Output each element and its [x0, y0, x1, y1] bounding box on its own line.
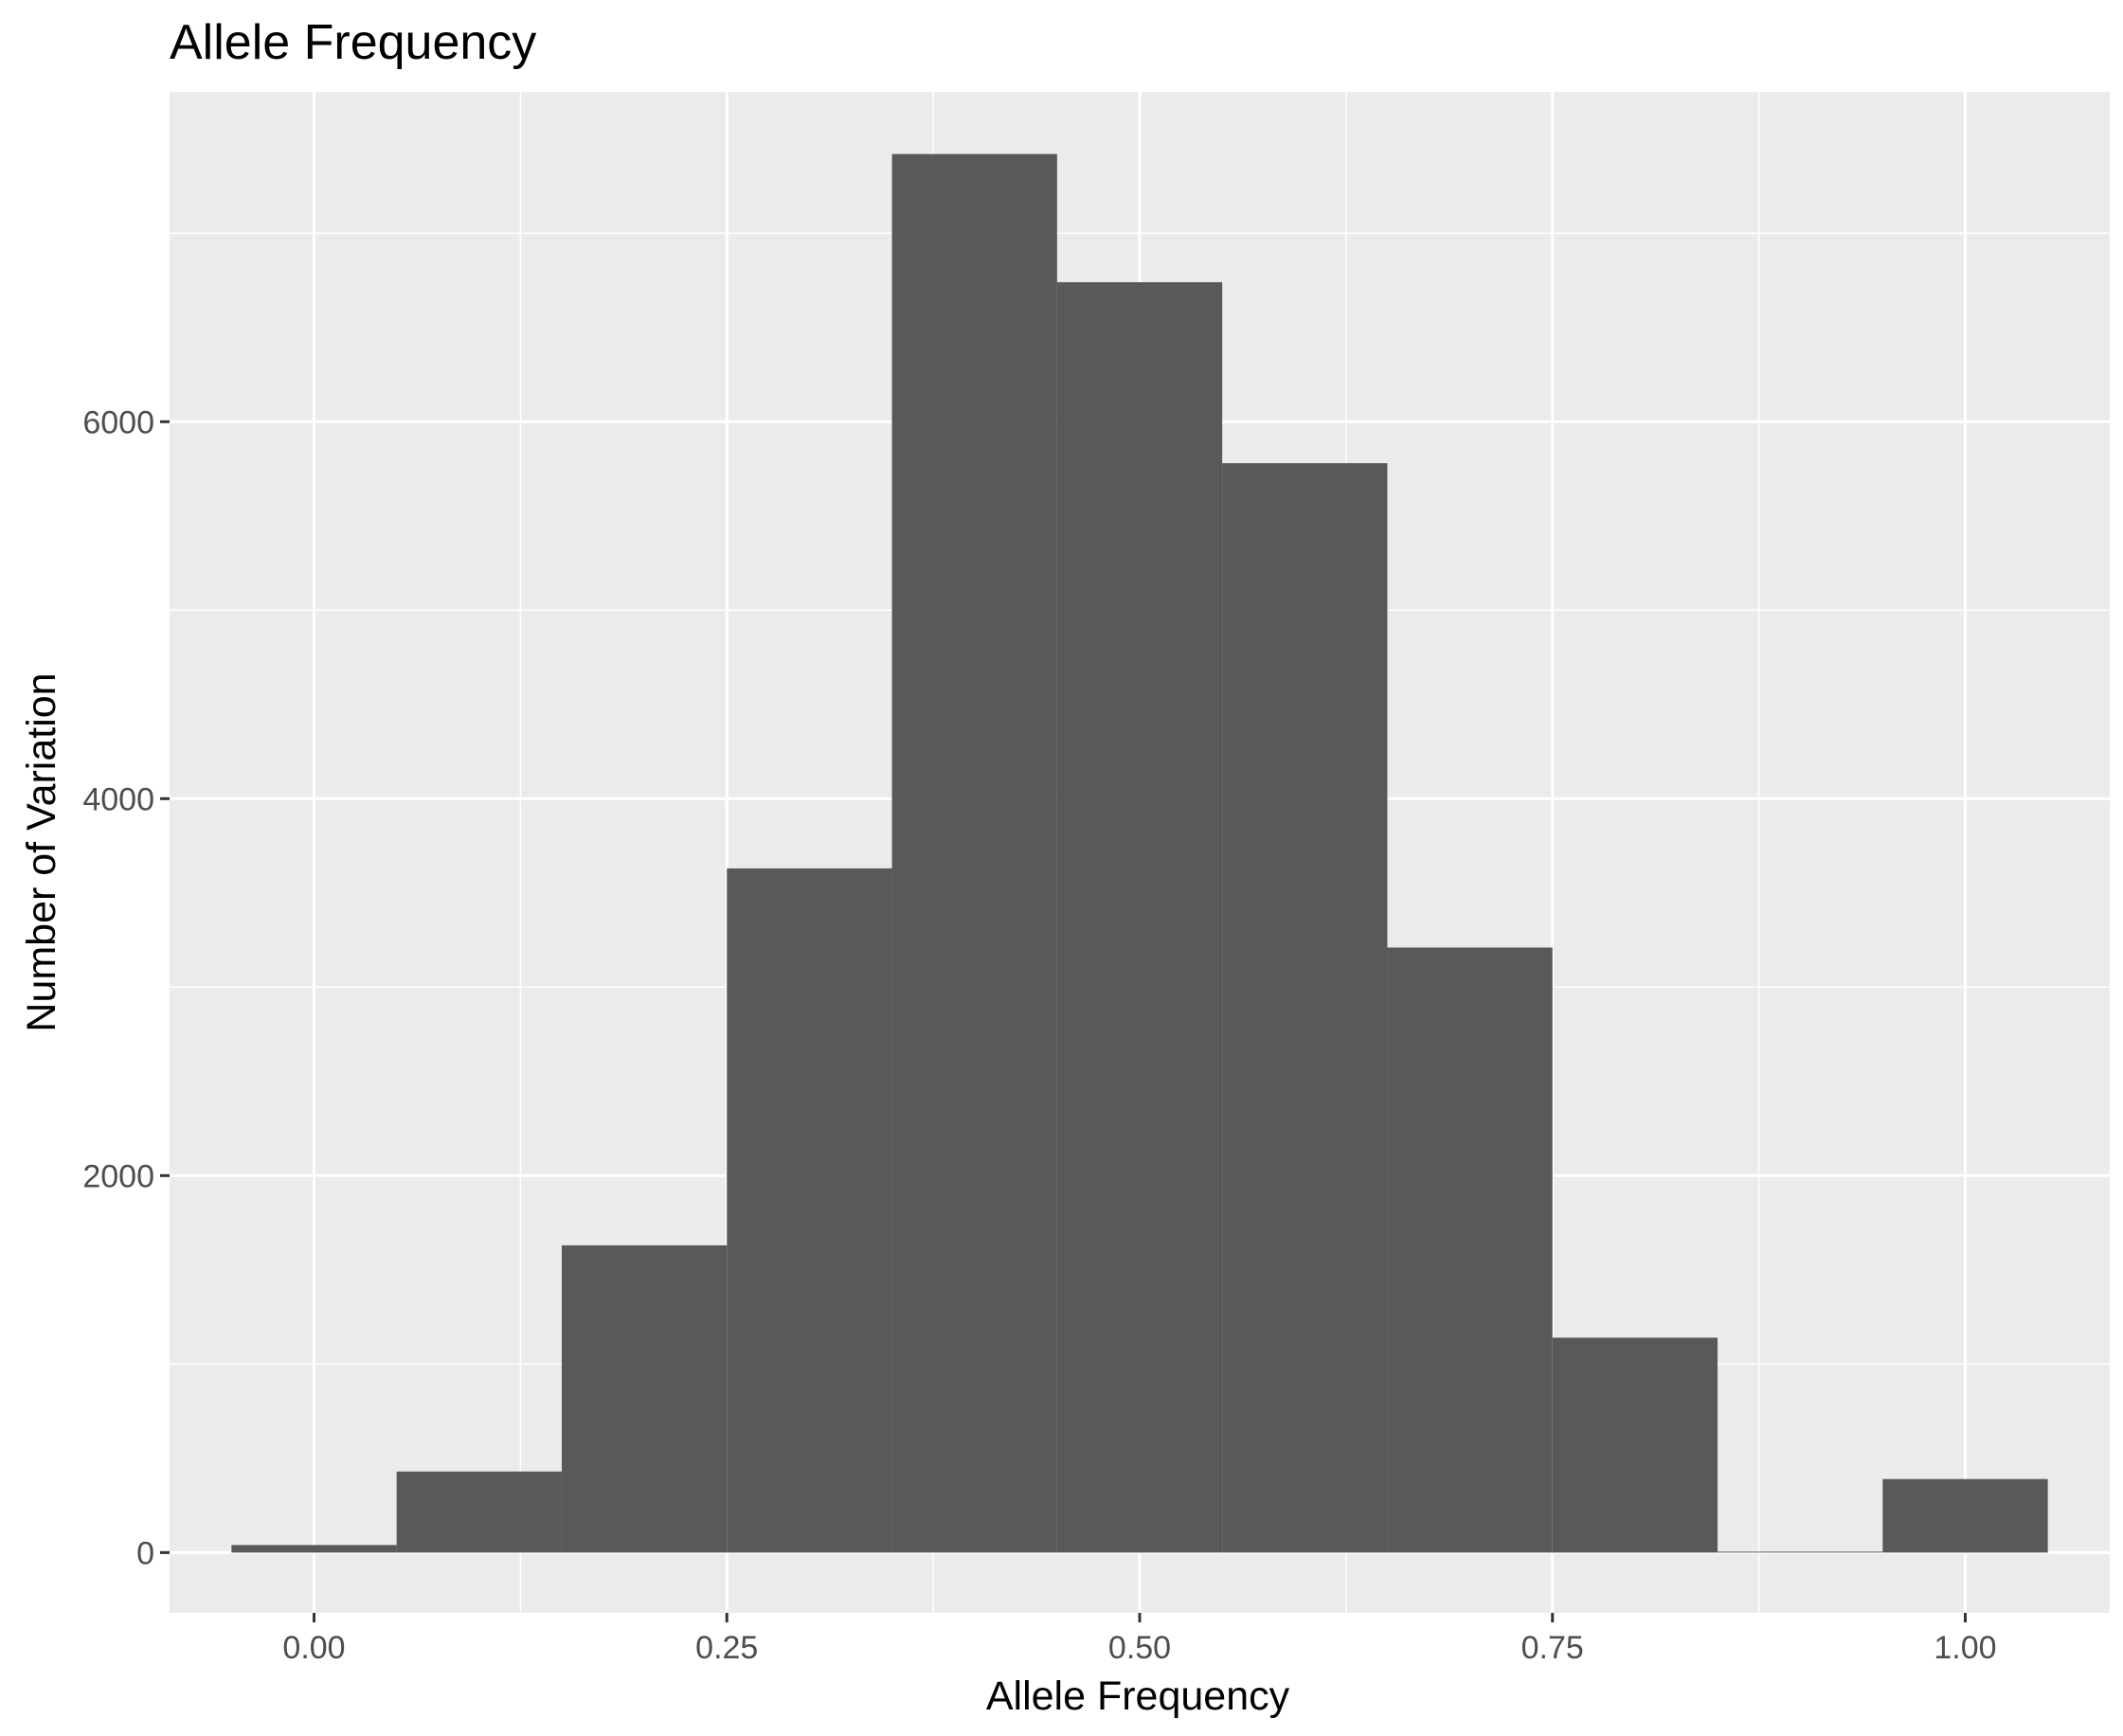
x-axis: 0.00 0.25 0.50 0.75 1.00: [282, 1613, 1997, 1666]
y-tick-label: 2000: [82, 1158, 154, 1194]
y-axis: 0 2000 4000 6000: [82, 404, 170, 1571]
x-axis-title: Allele Frequency: [986, 1673, 1290, 1719]
histogram-bar: [396, 1471, 562, 1553]
histogram-bar: [1387, 947, 1553, 1553]
y-tick-label: 6000: [82, 404, 154, 440]
histogram-bars: [231, 153, 2048, 1553]
histogram-bar: [1552, 1337, 1718, 1553]
x-tick-label: 0.25: [695, 1630, 758, 1666]
x-tick-label: 1.00: [1934, 1630, 1996, 1666]
histogram-bar: [1056, 281, 1223, 1553]
histogram-bar: [891, 153, 1057, 1553]
histogram-bar: [561, 1244, 728, 1553]
histogram-bar: [231, 1545, 397, 1553]
histogram-bar: [727, 868, 892, 1553]
chart-title: Allele Frequency: [170, 15, 536, 70]
histogram-bar: [1222, 463, 1388, 1553]
histogram-bar: [1718, 1551, 1883, 1553]
x-tick-label: 0.00: [282, 1630, 345, 1666]
histogram-bar: [1882, 1478, 2048, 1553]
y-tick-label: 0: [136, 1535, 154, 1571]
y-axis-title: Number of Variation: [19, 672, 64, 1031]
y-tick-label: 4000: [82, 781, 154, 817]
x-tick-label: 0.75: [1521, 1630, 1584, 1666]
x-tick-label: 0.50: [1108, 1630, 1171, 1666]
